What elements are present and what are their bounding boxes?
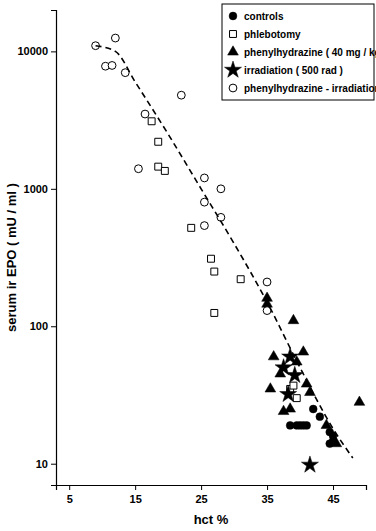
legend-label: phlebotomy [244,29,301,40]
legend-label: irradiation ( 500 rad ) [244,65,343,76]
point [161,167,168,174]
point [286,366,303,382]
legend-marker [230,31,237,38]
point [135,165,143,173]
point [305,386,316,395]
y-tick-label: 10000 [17,45,48,57]
x-tick-mark [201,485,202,490]
point [155,138,162,145]
y-tick-mark [51,189,56,190]
legend: controls phlebotomy phenylhydrazine ( 40 m… [222,4,376,100]
legend-label: phenylhydrazine - irradiation [244,83,376,94]
y-tick: 10 [36,458,56,470]
legend-marker [224,61,241,77]
x-tick: 15 [130,485,142,505]
fit-line [96,46,353,458]
point [316,413,324,421]
x-tick-mark [267,485,268,490]
legend-marker [229,12,237,20]
y-tick-label: 1000 [24,183,48,195]
point [200,174,208,182]
x-axis: 5 15 25 35 45 [57,485,367,505]
y-axis: 10 100 1000 10000 [17,11,56,486]
point [141,110,149,118]
y-tick-label: 10 [36,458,48,470]
point [265,383,276,392]
point [354,396,365,405]
point [108,62,116,70]
x-tick-label: 35 [261,493,273,505]
legend-label: controls [244,11,284,22]
x-tick-label: 25 [195,493,207,505]
point [263,278,271,286]
point [200,222,208,230]
chart: 5 15 25 35 45 10 100 1000 10000 hct % serum ir EPO… [0,0,376,531]
x-tick: 45 [327,485,339,505]
y-tick: 1000 [24,183,56,195]
y-axis-title: serum ir EPO ( mU / ml ) [4,183,19,332]
point [188,224,195,231]
legend-marker [228,46,239,55]
point [211,268,218,275]
point [309,405,317,413]
point [217,185,225,193]
x-tick: 35 [261,485,273,505]
point [237,276,244,283]
point [298,346,309,355]
x-axis-line [57,486,367,491]
y-tick-label: 100 [30,320,48,332]
legend-marker [229,84,237,92]
point [280,385,297,401]
y-tick: 10000 [17,45,56,57]
point [331,437,342,446]
point [208,255,215,262]
x-tick: 5 [67,485,73,505]
point [148,118,155,125]
point [285,403,296,412]
x-tick-mark [135,485,136,490]
x-tick-label: 15 [130,493,142,505]
y-tick-mark [51,464,56,465]
point [211,309,218,316]
y-axis-line [51,11,57,486]
point [111,34,119,42]
y-tick-mark [51,51,56,52]
point [301,456,318,472]
x-tick-mark [69,485,70,490]
x-tick-label: 45 [327,493,339,505]
x-axis-title: hct % [194,512,229,527]
legend-label: phenylhydrazine ( 40 mg / kg ) [244,47,376,58]
y-tick-mark [51,326,56,327]
y-tick: 100 [30,320,56,332]
x-tick: 25 [195,485,207,505]
point [303,421,311,429]
x-tick-mark [333,485,334,490]
point [293,395,300,402]
point [268,351,279,360]
point [288,314,299,323]
point [290,382,297,389]
point [177,91,185,99]
x-tick-label: 5 [67,493,73,505]
point [155,163,162,170]
